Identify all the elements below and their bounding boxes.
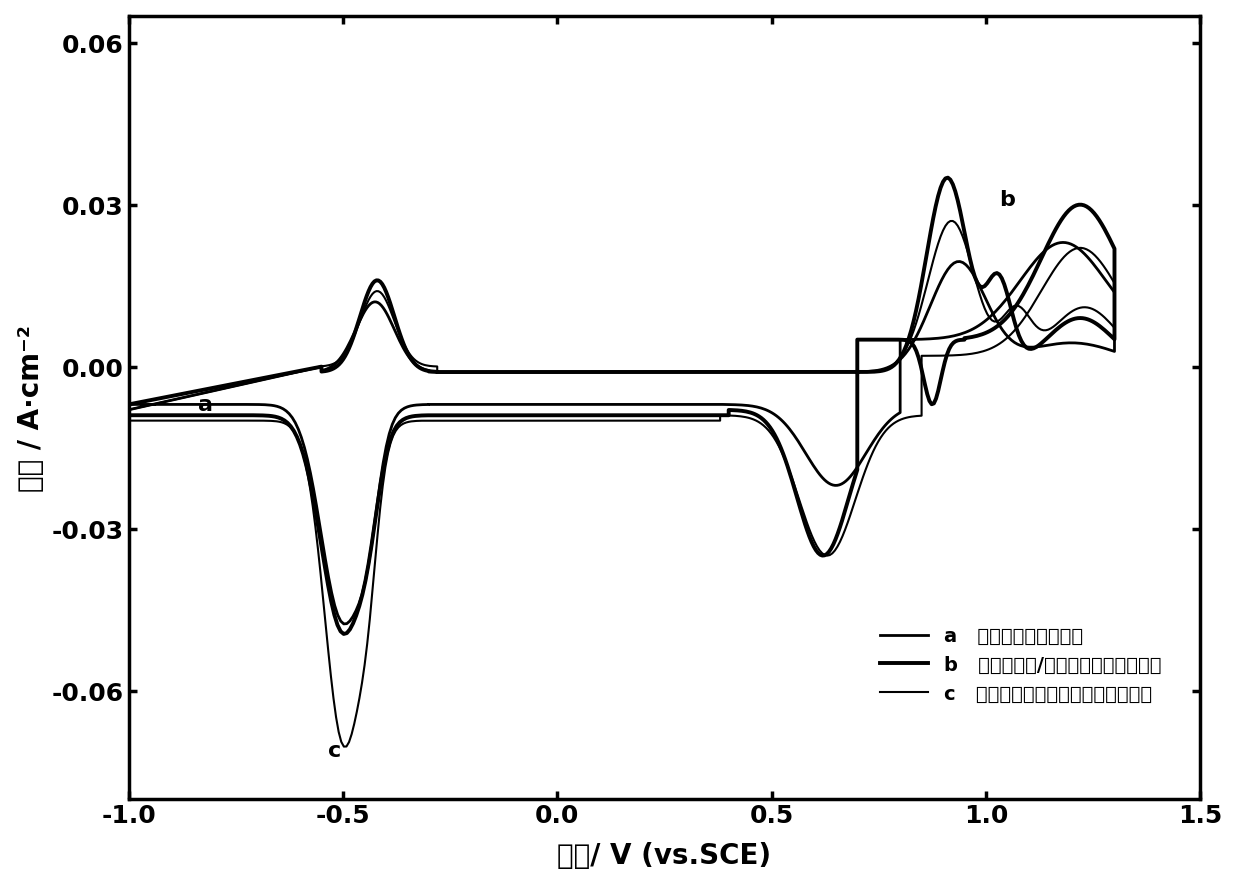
X-axis label: 电位/ V (vs.SCE): 电位/ V (vs.SCE) bbox=[558, 842, 772, 869]
Text: c: c bbox=[328, 740, 341, 760]
Legend: a   表面为石墨的双极板, b   多孔石墨烯/双极板一体化电极材料, c   功能型多孔石墨烯一体化电极材料: a 表面为石墨的双极板, b 多孔石墨烯/双极板一体化电极材料, c 功能型多孔… bbox=[872, 618, 1170, 711]
Text: a: a bbox=[198, 395, 213, 415]
Y-axis label: 电流 / A·cm⁻²: 电流 / A·cm⁻² bbox=[16, 324, 45, 491]
Text: b: b bbox=[1000, 190, 1015, 210]
